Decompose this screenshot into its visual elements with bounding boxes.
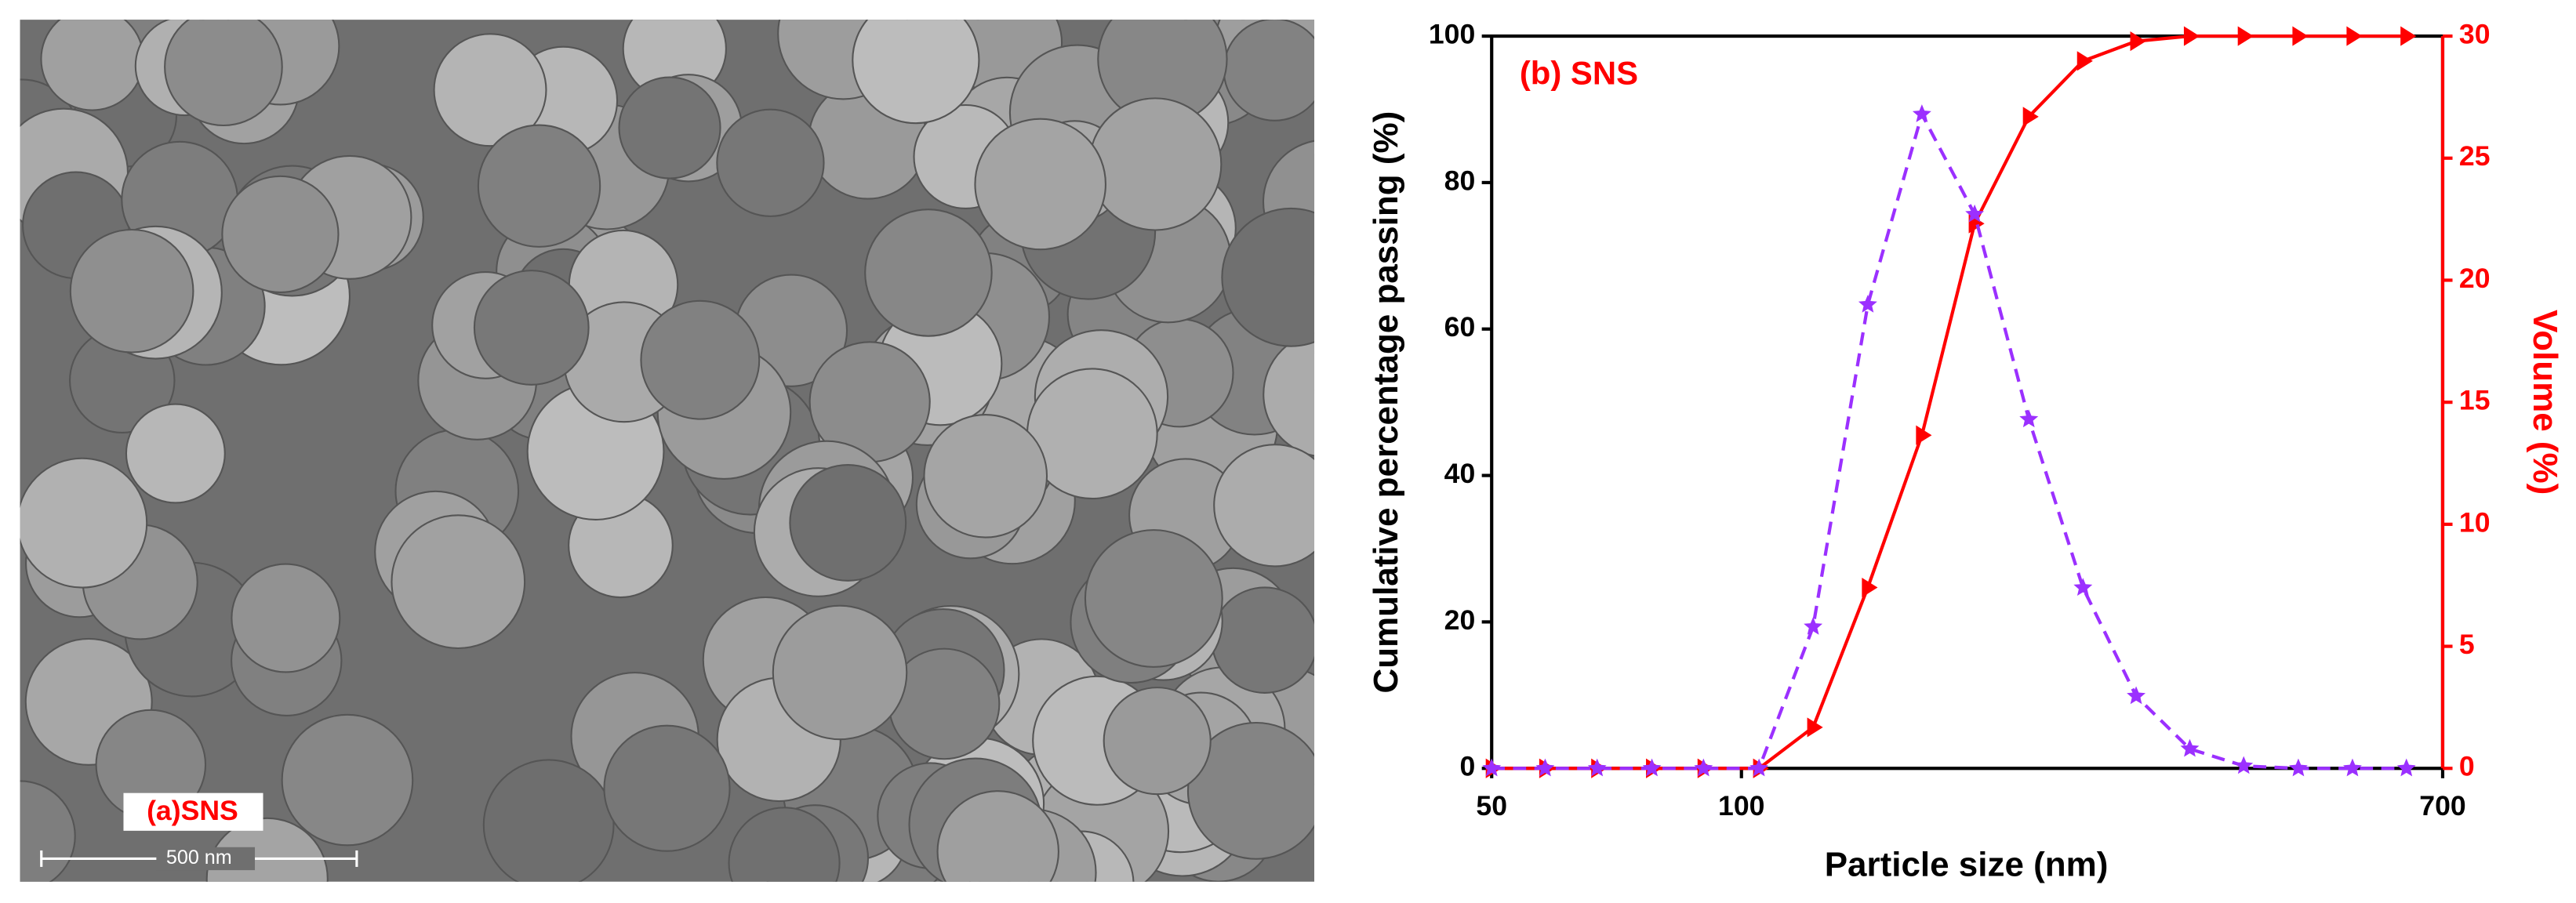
sphere	[923, 413, 1048, 539]
sphere	[1186, 721, 1315, 860]
y2-axis-title: Volume (%)	[2526, 310, 2564, 495]
y-tick-label: 100	[1429, 18, 1475, 49]
marker	[1807, 717, 1823, 738]
marker	[2130, 31, 2146, 52]
x-tick-label: 100	[1718, 790, 1764, 821]
marker	[2292, 26, 2309, 46]
sphere	[473, 270, 590, 386]
y-tick-label: 60	[1444, 311, 1476, 343]
marker	[1749, 758, 1769, 777]
marker	[2237, 26, 2254, 46]
sphere	[20, 457, 148, 589]
sphere	[69, 228, 194, 354]
sphere	[221, 175, 340, 293]
sphere	[482, 759, 615, 882]
y-tick-label: 80	[1444, 165, 1476, 196]
marker	[1535, 758, 1555, 777]
marker	[2073, 578, 2093, 596]
y2-tick-label: 10	[2459, 506, 2491, 538]
series-line	[1491, 110, 2407, 771]
sphere	[125, 403, 226, 504]
sphere	[20, 780, 76, 882]
sphere	[789, 464, 907, 582]
marker	[1862, 577, 1878, 598]
marker	[1642, 758, 1662, 777]
sphere	[1213, 444, 1315, 568]
marker	[2400, 26, 2417, 46]
sphere	[231, 563, 341, 673]
marker	[2183, 26, 2200, 46]
marker	[2346, 26, 2363, 46]
marker	[2127, 686, 2146, 705]
y-tick-label: 0	[1459, 751, 1475, 782]
sem-spheres	[20, 20, 1315, 882]
marker	[2234, 756, 2254, 774]
marker	[2022, 107, 2039, 127]
y2-tick-label: 5	[2459, 629, 2475, 660]
sphere	[936, 790, 1059, 882]
marker	[1587, 758, 1607, 777]
sphere	[1084, 529, 1223, 668]
sphere	[716, 108, 825, 217]
sphere	[391, 514, 526, 650]
plot-frame	[1490, 34, 2445, 771]
sphere	[164, 20, 283, 127]
series-line	[1491, 34, 2407, 771]
marker	[1912, 104, 1931, 122]
x-tick-label: 700	[2419, 790, 2465, 821]
y2-tick-label: 20	[2459, 263, 2491, 294]
y2-tick-label: 25	[2459, 140, 2491, 172]
sphere	[1221, 207, 1315, 347]
sphere	[1088, 97, 1223, 231]
y-tick-label: 20	[1444, 604, 1476, 636]
x-axis-title: Particle size (nm)	[1825, 846, 2109, 884]
scale-bar-label: 500 nm	[166, 847, 232, 869]
marker	[1804, 617, 1823, 635]
sphere	[40, 20, 144, 111]
marker	[1965, 204, 1985, 223]
panel-a-label: (a)SNS	[147, 795, 238, 826]
marker	[2019, 409, 2039, 428]
sphere	[1263, 332, 1315, 457]
sphere	[433, 33, 547, 147]
sphere	[1211, 586, 1315, 694]
sem-image	[20, 20, 1315, 882]
sphere	[477, 124, 601, 248]
scale-bar-text-bg	[156, 847, 256, 871]
y2-tick-label: 30	[2459, 18, 2491, 49]
sphere	[864, 209, 993, 337]
sphere	[974, 118, 1106, 251]
marker	[2342, 758, 2362, 777]
marker	[2076, 51, 2093, 71]
x-tick-label: 50	[1476, 790, 1507, 821]
y-tick-label: 40	[1444, 458, 1476, 489]
y2-tick-label: 15	[2459, 385, 2491, 416]
marker	[1858, 295, 1877, 313]
y-axis-title: Cumulative percentage passing (%)	[1367, 111, 1405, 694]
marker	[1694, 758, 1713, 777]
sphere	[618, 76, 721, 180]
sphere	[281, 713, 414, 847]
sphere	[1103, 687, 1212, 796]
marker	[2180, 738, 2200, 757]
sphere	[1223, 20, 1315, 121]
marker	[1916, 425, 1932, 445]
label-box	[123, 792, 263, 831]
y2-tick-label: 0	[2459, 751, 2475, 782]
sphere	[772, 604, 908, 741]
marker	[1482, 758, 1502, 777]
chart-annotation: (b) SNS	[1520, 54, 1638, 91]
sphere	[852, 20, 980, 125]
sphere	[728, 807, 841, 882]
marker	[2288, 758, 2308, 777]
sphere	[603, 724, 731, 852]
sphere	[640, 299, 761, 420]
marker	[2396, 758, 2416, 777]
